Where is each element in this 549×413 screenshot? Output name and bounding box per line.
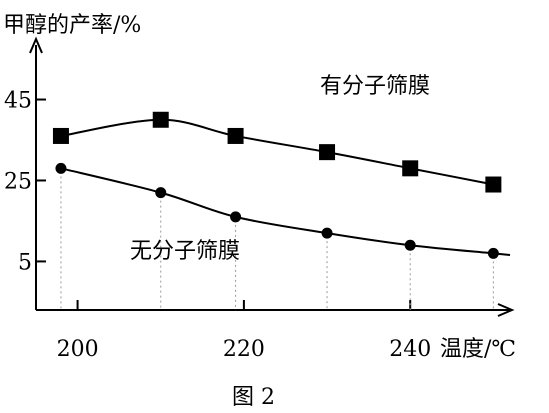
chart-text: 甲醇的产率/% 温度/℃ 有分子筛膜 无分子筛膜 图 2 bbox=[3, 13, 516, 410]
point-without-membrane bbox=[230, 211, 242, 223]
series-curves bbox=[60, 118, 511, 256]
series-label-without-membrane: 无分子筛膜 bbox=[130, 239, 240, 264]
point-with-membrane bbox=[319, 144, 336, 161]
point-with-membrane bbox=[152, 111, 169, 128]
series-markers bbox=[52, 111, 502, 259]
axes: 5 25 45 200 220 240 bbox=[4, 36, 515, 362]
x-tick-label: 200 bbox=[57, 337, 99, 362]
point-with-membrane bbox=[485, 176, 502, 193]
x-axis-label: 温度/℃ bbox=[440, 337, 516, 362]
y-tick-label: 45 bbox=[4, 89, 32, 114]
point-without-membrane bbox=[487, 247, 499, 259]
point-with-membrane bbox=[402, 160, 419, 177]
x-tick-label: 220 bbox=[223, 337, 265, 362]
x-axis-arrow bbox=[497, 303, 515, 317]
figure-caption: 图 2 bbox=[232, 385, 275, 410]
point-without-membrane bbox=[321, 227, 333, 239]
x-tick-label: 240 bbox=[389, 337, 431, 362]
series-label-with-membrane: 有分子筛膜 bbox=[320, 74, 430, 99]
point-with-membrane bbox=[227, 127, 244, 144]
point-with-membrane bbox=[52, 127, 69, 144]
point-without-membrane bbox=[55, 162, 67, 174]
curve-without-membrane bbox=[60, 167, 511, 256]
y-axis-label: 甲醇的产率/% bbox=[3, 13, 141, 38]
y-axis-arrow bbox=[29, 36, 43, 54]
y-tick-label: 25 bbox=[4, 169, 32, 194]
curve-with-membrane bbox=[60, 118, 494, 186]
y-tick-label: 5 bbox=[18, 250, 32, 275]
point-without-membrane bbox=[155, 187, 167, 199]
point-without-membrane bbox=[404, 239, 416, 251]
